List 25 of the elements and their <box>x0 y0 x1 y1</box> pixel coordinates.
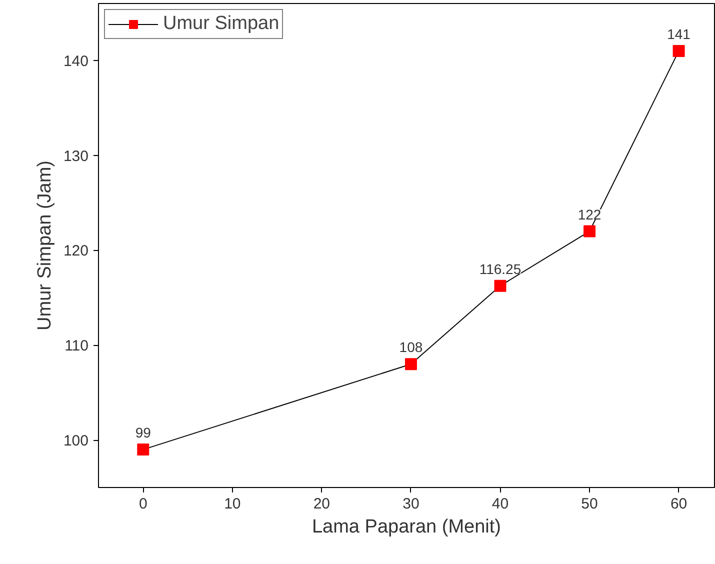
y-tick-label: 130 <box>63 148 89 165</box>
point <box>494 280 506 292</box>
x-tick-label: 20 <box>313 496 330 512</box>
y-tick-label: 120 <box>63 242 89 260</box>
point <box>584 225 596 238</box>
y-tick-label: 110 <box>64 338 89 355</box>
x-tick-label: 0 <box>138 496 148 512</box>
x-tick-label: 40 <box>492 496 509 512</box>
legend-label: Umur Simpan <box>163 13 280 35</box>
y-tick-label: 100 <box>63 432 89 450</box>
point <box>672 44 685 57</box>
x-tick-label: 10 <box>224 496 241 512</box>
y-axis-title: Umur Simpan (Jam) <box>34 160 56 330</box>
data-label: 122 <box>578 206 602 222</box>
x-tick-label: 30 <box>402 496 420 512</box>
x-tick-label: 50 <box>581 496 598 512</box>
x-axis-title: Lama Paparan (Menit) <box>312 516 502 538</box>
point <box>137 444 150 456</box>
x-tick-label: 60 <box>670 496 688 512</box>
data-label: 99 <box>135 424 152 441</box>
point <box>404 358 417 370</box>
data-label: 108 <box>399 339 423 356</box>
data-label: 116.25 <box>479 260 522 277</box>
data-label: 141 <box>667 26 691 42</box>
y-tick-label: 140 <box>63 52 89 70</box>
